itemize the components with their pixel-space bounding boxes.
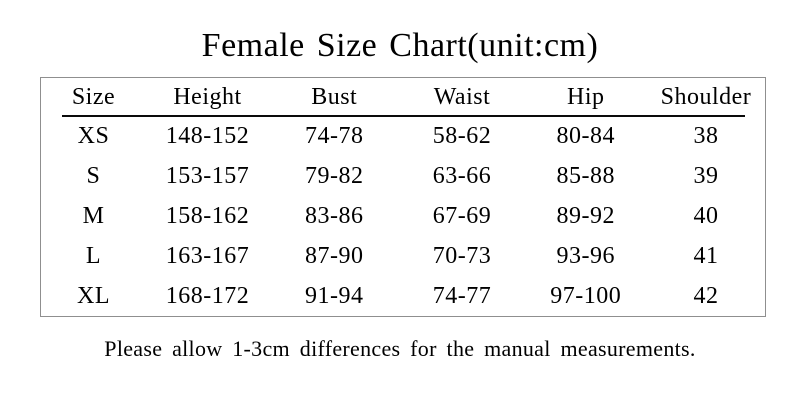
table-cell: 153-157 <box>165 162 250 189</box>
table-cell: 67-69 <box>432 202 492 229</box>
table-cell: 158-162 <box>165 202 250 229</box>
table-cell: 74-77 <box>432 282 492 309</box>
table-cell: S <box>86 162 101 189</box>
table-cell: 168-172 <box>165 282 250 309</box>
table-row-l: L 163-167 87-90 70-73 93-96 41 <box>41 236 765 276</box>
footer-note: Please allow 1-3cm differences for the m… <box>104 336 696 361</box>
table-cell: 97-100 <box>550 282 622 309</box>
table-row-s: S 153-157 79-82 63-66 85-88 39 <box>41 156 765 196</box>
column-header-bust: Bust <box>311 83 358 110</box>
table-cell: 40 <box>693 202 719 229</box>
table-cell: 39 <box>693 162 719 189</box>
table-cell: 91-94 <box>304 282 364 309</box>
table-cell: 70-73 <box>432 242 492 269</box>
table-row-xl: XL 168-172 91-94 74-77 97-100 42 <box>41 276 765 316</box>
table-cell: 74-78 <box>304 122 364 149</box>
table-cell: 63-66 <box>432 162 492 189</box>
column-header-hip: Hip <box>567 83 605 110</box>
table-cell: 83-86 <box>304 202 364 229</box>
table-cell: M <box>82 202 105 229</box>
table-cell: 38 <box>693 122 719 149</box>
table-cell: L <box>85 242 102 269</box>
table-cell: 87-90 <box>304 242 364 269</box>
page-title: Female Size Chart(unit:cm) <box>201 27 599 64</box>
table-cell: 42 <box>693 282 719 309</box>
table-cell: XL <box>76 282 110 309</box>
header-divider-rule <box>62 115 745 117</box>
table-row-xs: XS 148-152 74-78 58-62 80-84 38 <box>41 116 765 156</box>
table-cell: 58-62 <box>432 122 492 149</box>
table-cell: 148-152 <box>165 122 250 149</box>
table-cell: 93-96 <box>556 242 616 269</box>
table-cell: 163-167 <box>165 242 250 269</box>
column-header-waist: Waist <box>433 83 491 110</box>
table-cell: 80-84 <box>556 122 616 149</box>
column-header-height: Height <box>173 83 242 110</box>
column-header-size: Size <box>71 83 116 110</box>
column-header-shoulder: Shoulder <box>660 83 752 110</box>
table-cell: XS <box>77 122 110 149</box>
table-cell: 41 <box>693 242 719 269</box>
size-chart-table-container: Size Height Bust Waist Hip Shoulder XS 1… <box>40 77 766 317</box>
table-header-row: Size Height Bust Waist Hip Shoulder <box>41 78 765 116</box>
table-cell: 85-88 <box>556 162 616 189</box>
table-cell: 89-92 <box>556 202 616 229</box>
size-chart-table: Size Height Bust Waist Hip Shoulder XS 1… <box>41 78 765 316</box>
table-row-m: M 158-162 83-86 67-69 89-92 40 <box>41 196 765 236</box>
table-cell: 79-82 <box>304 162 364 189</box>
